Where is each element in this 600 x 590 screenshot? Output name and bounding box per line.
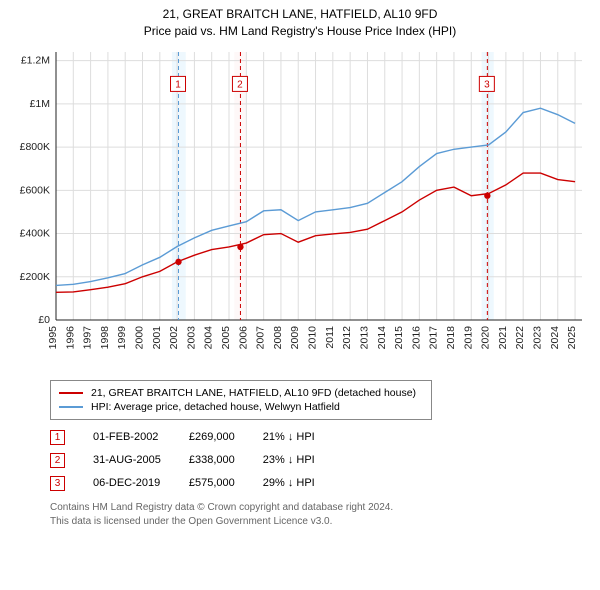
svg-text:1995: 1995 bbox=[47, 325, 59, 349]
marker-date: 06-DEC-2019 bbox=[93, 472, 189, 495]
svg-text:2013: 2013 bbox=[358, 325, 370, 349]
title-block: 21, GREAT BRAITCH LANE, HATFIELD, AL10 9… bbox=[10, 6, 590, 40]
legend-swatch bbox=[59, 406, 83, 408]
marker-diff: 29% ↓ HPI bbox=[263, 472, 343, 495]
svg-text:£0: £0 bbox=[38, 314, 50, 326]
marker-row: 2 31-AUG-2005£338,00023% ↓ HPI bbox=[50, 449, 343, 472]
svg-text:2002: 2002 bbox=[168, 325, 180, 349]
chart-area: £0 £200K £400K £600K £800K £1M £1.2M 1995 1996 19… bbox=[10, 44, 590, 374]
svg-text:2015: 2015 bbox=[393, 325, 405, 349]
svg-text:2008: 2008 bbox=[272, 325, 284, 349]
svg-text:2009: 2009 bbox=[289, 325, 301, 349]
marker-price: £269,000 bbox=[189, 426, 263, 449]
svg-text:3: 3 bbox=[484, 79, 490, 90]
svg-text:1996: 1996 bbox=[64, 325, 76, 349]
legend-row: HPI: Average price, detached house, Welw… bbox=[59, 401, 423, 413]
svg-text:£1.2M: £1.2M bbox=[21, 54, 50, 66]
svg-text:2: 2 bbox=[237, 79, 243, 90]
svg-text:2019: 2019 bbox=[462, 325, 474, 349]
footer-line-2: This data is licensed under the Open Gov… bbox=[50, 515, 580, 529]
subtitle: Price paid vs. HM Land Registry's House … bbox=[10, 23, 590, 40]
svg-text:2001: 2001 bbox=[151, 325, 163, 349]
svg-text:2024: 2024 bbox=[549, 325, 561, 349]
svg-text:1: 1 bbox=[175, 79, 181, 90]
svg-text:2020: 2020 bbox=[480, 325, 492, 349]
footer-line-1: Contains HM Land Registry data © Crown c… bbox=[50, 501, 580, 515]
marker-number-box: 3 bbox=[50, 476, 65, 491]
svg-text:1997: 1997 bbox=[82, 325, 94, 349]
marker-date: 31-AUG-2005 bbox=[93, 449, 189, 472]
svg-text:2021: 2021 bbox=[497, 325, 509, 349]
svg-text:2025: 2025 bbox=[566, 325, 578, 349]
legend: 21, GREAT BRAITCH LANE, HATFIELD, AL10 9… bbox=[50, 380, 432, 420]
svg-text:2006: 2006 bbox=[237, 325, 249, 349]
svg-text:2012: 2012 bbox=[341, 325, 353, 349]
svg-text:2003: 2003 bbox=[185, 325, 197, 349]
svg-text:£1M: £1M bbox=[30, 97, 50, 109]
marker-diff: 21% ↓ HPI bbox=[263, 426, 343, 449]
marker-row: 1 01-FEB-2002£269,00021% ↓ HPI bbox=[50, 426, 343, 449]
address-title: 21, GREAT BRAITCH LANE, HATFIELD, AL10 9… bbox=[10, 6, 590, 23]
svg-text:1998: 1998 bbox=[99, 325, 111, 349]
svg-text:£200K: £200K bbox=[20, 270, 50, 282]
svg-text:2011: 2011 bbox=[324, 325, 336, 348]
line-chart-svg: £0 £200K £400K £600K £800K £1M £1.2M 1995 1996 19… bbox=[10, 44, 590, 374]
svg-text:2005: 2005 bbox=[220, 325, 232, 349]
svg-text:2018: 2018 bbox=[445, 325, 457, 349]
marker-row: 3 06-DEC-2019£575,00029% ↓ HPI bbox=[50, 472, 343, 495]
marker-number-box: 2 bbox=[50, 453, 65, 468]
marker-diff: 23% ↓ HPI bbox=[263, 449, 343, 472]
svg-text:2004: 2004 bbox=[203, 325, 215, 349]
svg-text:2010: 2010 bbox=[307, 325, 319, 349]
legend-label: 21, GREAT BRAITCH LANE, HATFIELD, AL10 9… bbox=[91, 387, 416, 399]
markers-table: 1 01-FEB-2002£269,00021% ↓ HPI 2 31-AUG-200… bbox=[50, 426, 343, 495]
legend-swatch bbox=[59, 392, 83, 394]
svg-text:£600K: £600K bbox=[20, 184, 50, 196]
svg-text:1999: 1999 bbox=[116, 325, 128, 349]
svg-text:£400K: £400K bbox=[20, 227, 50, 239]
marker-date: 01-FEB-2002 bbox=[93, 426, 189, 449]
chart-container: 21, GREAT BRAITCH LANE, HATFIELD, AL10 9… bbox=[0, 0, 600, 539]
marker-number-box: 1 bbox=[50, 430, 65, 445]
svg-text:2016: 2016 bbox=[410, 325, 422, 349]
copyright-note: Contains HM Land Registry data © Crown c… bbox=[50, 501, 580, 529]
marker-price: £575,000 bbox=[189, 472, 263, 495]
svg-text:2022: 2022 bbox=[514, 325, 526, 349]
svg-text:2023: 2023 bbox=[531, 325, 543, 349]
svg-text:2014: 2014 bbox=[376, 325, 388, 349]
legend-label: HPI: Average price, detached house, Welw… bbox=[91, 401, 340, 413]
svg-text:£800K: £800K bbox=[20, 141, 50, 153]
svg-text:2007: 2007 bbox=[255, 325, 267, 349]
legend-row: 21, GREAT BRAITCH LANE, HATFIELD, AL10 9… bbox=[59, 387, 423, 399]
svg-text:2017: 2017 bbox=[428, 325, 440, 349]
marker-price: £338,000 bbox=[189, 449, 263, 472]
svg-text:2000: 2000 bbox=[134, 325, 146, 349]
